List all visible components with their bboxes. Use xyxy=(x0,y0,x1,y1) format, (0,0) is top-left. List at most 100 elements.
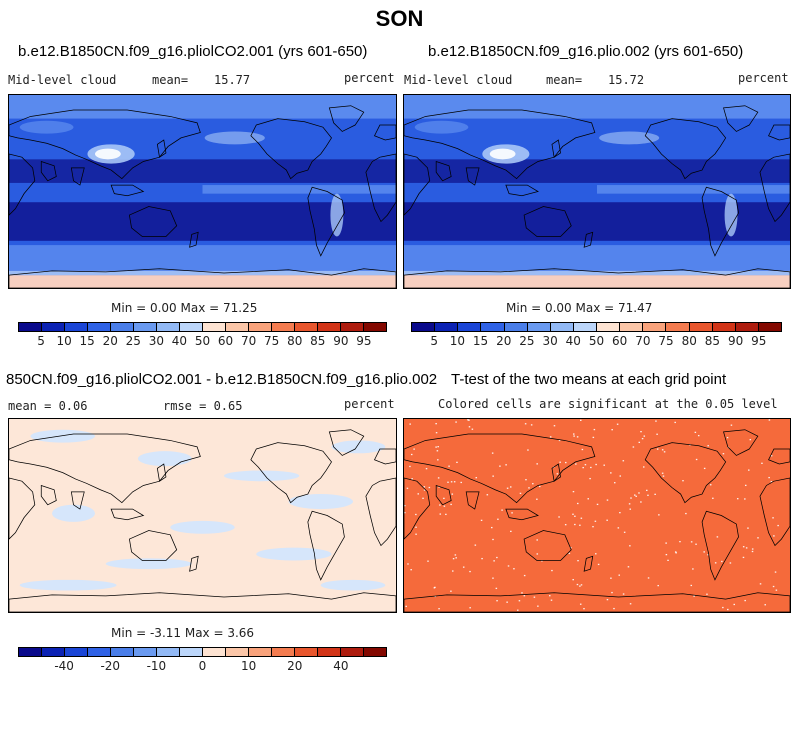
colorbar-tick-label: 60 xyxy=(217,334,234,348)
panel3-mean: mean = 0.06 xyxy=(8,399,88,413)
colorbar-swatch xyxy=(249,648,272,656)
colorbar-tick-label: 20 xyxy=(102,334,118,348)
panel4-title: T-test of the two means at each grid poi… xyxy=(451,371,727,388)
panel1-variable-label: Mid-level cloud xyxy=(8,73,117,87)
colorbar-tick-label: -40 xyxy=(54,659,74,673)
colorbar-tick-label: 30 xyxy=(542,334,558,348)
colorbar-3-labels: -40 -20 -10 0 10 20 40 xyxy=(18,659,387,673)
colorbar-tick-label: 50 xyxy=(194,334,211,348)
panel2-map xyxy=(403,94,791,289)
colorbar-swatch xyxy=(42,323,65,331)
colorbar-swatch xyxy=(527,323,551,331)
colorbar-swatch xyxy=(157,323,180,331)
colorbar-swatch xyxy=(249,323,272,331)
colorbar-swatch xyxy=(203,648,226,656)
colorbar-swatch xyxy=(735,323,759,331)
colorbar-swatch xyxy=(203,323,226,331)
colorbar-swatch xyxy=(134,323,157,331)
colorbar-swatch xyxy=(689,323,713,331)
colorbar-swatch xyxy=(111,648,134,656)
colorbar-tick-label: 85 xyxy=(310,334,326,348)
colorbar-swatch xyxy=(550,323,574,331)
colorbar-swatch xyxy=(573,323,597,331)
colorbar-swatch xyxy=(341,323,364,331)
colorbar-tick-label: 20 xyxy=(496,334,512,348)
colorbar-swatch xyxy=(295,648,318,656)
colorbar-swatch xyxy=(226,323,249,331)
panel3-units: percent xyxy=(344,397,395,411)
colorbar-swatch xyxy=(318,323,341,331)
colorbar-swatch xyxy=(180,323,203,331)
colorbar-swatch xyxy=(412,323,436,331)
colorbar-2 xyxy=(411,322,782,332)
colorbar-3 xyxy=(18,647,387,657)
colorbar-swatch xyxy=(666,323,690,331)
colorbar-swatch xyxy=(364,648,386,656)
colorbar-tick-label: 70 xyxy=(635,334,651,348)
colorbar-tick-label: 40 xyxy=(171,334,188,348)
colorbar-swatch xyxy=(481,323,505,331)
panel3-title: 850CN.f09_g16.pliolCO2.001 - b.e12.B1850… xyxy=(6,371,438,388)
panel1-map xyxy=(8,94,397,289)
panel2-title: b.e12.B1850CN.f09_g16.plio.002 (yrs 601-… xyxy=(428,43,744,60)
colorbar-swatch xyxy=(88,323,111,331)
colorbar-swatch xyxy=(42,648,65,656)
colorbar-swatch xyxy=(111,323,134,331)
colorbar-tick-label: 95 xyxy=(751,334,767,348)
colorbar-swatch xyxy=(19,323,42,331)
colorbar-swatch xyxy=(620,323,644,331)
panel2-mean-label: mean= xyxy=(546,73,583,87)
colorbar-tick-label: 5 xyxy=(37,334,45,348)
colorbar-tick-label: 30 xyxy=(148,334,165,348)
panel1-title: b.e12.B1850CN.f09_g16.pliolCO2.001 (yrs … xyxy=(18,43,368,60)
panel1-mean-value: 15.77 xyxy=(214,73,251,87)
panel1-units: percent xyxy=(344,71,395,85)
colorbar-tick-label: 20 xyxy=(287,659,303,673)
colorbar-tick-label: 50 xyxy=(588,334,605,348)
colorbar-tick-label: 40 xyxy=(333,659,349,673)
colorbar-tick-label: 15 xyxy=(79,334,95,348)
world-map xyxy=(404,419,790,612)
colorbar-tick-label: 75 xyxy=(658,334,674,348)
colorbar-swatch xyxy=(458,323,482,331)
panel2-mean-value: 15.72 xyxy=(608,73,645,87)
colorbar-tick-label: 90 xyxy=(727,334,744,348)
colorbar-tick-label: 80 xyxy=(681,334,697,348)
world-map xyxy=(404,95,790,288)
colorbar-tick-label: 25 xyxy=(519,334,535,348)
colorbar-swatch xyxy=(134,648,157,656)
panel3-map xyxy=(8,418,397,613)
colorbar-swatch xyxy=(65,323,88,331)
panel4-map xyxy=(403,418,791,613)
colorbar-tick-label: 25 xyxy=(125,334,141,348)
colorbar-swatch xyxy=(19,648,42,656)
colorbar-tick-label: 10 xyxy=(449,334,466,348)
colorbar-tick-label: 95 xyxy=(356,334,372,348)
colorbar-tick-label: 0 xyxy=(198,659,207,673)
panel4-subtitle: Colored cells are significant at the 0.0… xyxy=(438,397,778,411)
colorbar-tick-label: 40 xyxy=(565,334,581,348)
panel3-min-max: Min = -3.11 Max = 3.66 xyxy=(111,626,255,640)
colorbar-swatch xyxy=(597,323,621,331)
panel3-rmse: rmse = 0.65 xyxy=(163,399,243,413)
colorbar-tick-label: 15 xyxy=(472,334,489,348)
colorbar-swatch xyxy=(226,648,249,656)
colorbar-swatch xyxy=(180,648,203,656)
colorbar-2-labels: 5 10 15 20 25 30 40 50 60 70 75 80 85 90 95 xyxy=(411,334,782,348)
colorbar-tick-label: 70 xyxy=(240,334,257,348)
colorbar-swatch xyxy=(88,648,111,656)
page-title: SON xyxy=(375,6,424,31)
colorbar-1-labels: 5 10 15 20 25 30 40 50 60 70 75 80 85 90 95 xyxy=(18,334,387,348)
panel1-min-max: Min = 0.00 Max = 71.25 xyxy=(111,301,258,315)
colorbar-tick-label: 5 xyxy=(430,334,439,348)
colorbar-tick-label: 85 xyxy=(704,334,721,348)
world-map xyxy=(9,419,396,612)
panel2-variable-label: Mid-level cloud xyxy=(404,73,513,87)
colorbar-tick-label: 80 xyxy=(287,334,303,348)
colorbar-swatch xyxy=(504,323,528,331)
colorbar-tick-label: 10 xyxy=(56,334,72,348)
colorbar-swatch xyxy=(758,323,781,331)
world-map xyxy=(9,95,396,288)
colorbar-swatch xyxy=(272,323,295,331)
panel2-units: percent xyxy=(738,71,789,85)
